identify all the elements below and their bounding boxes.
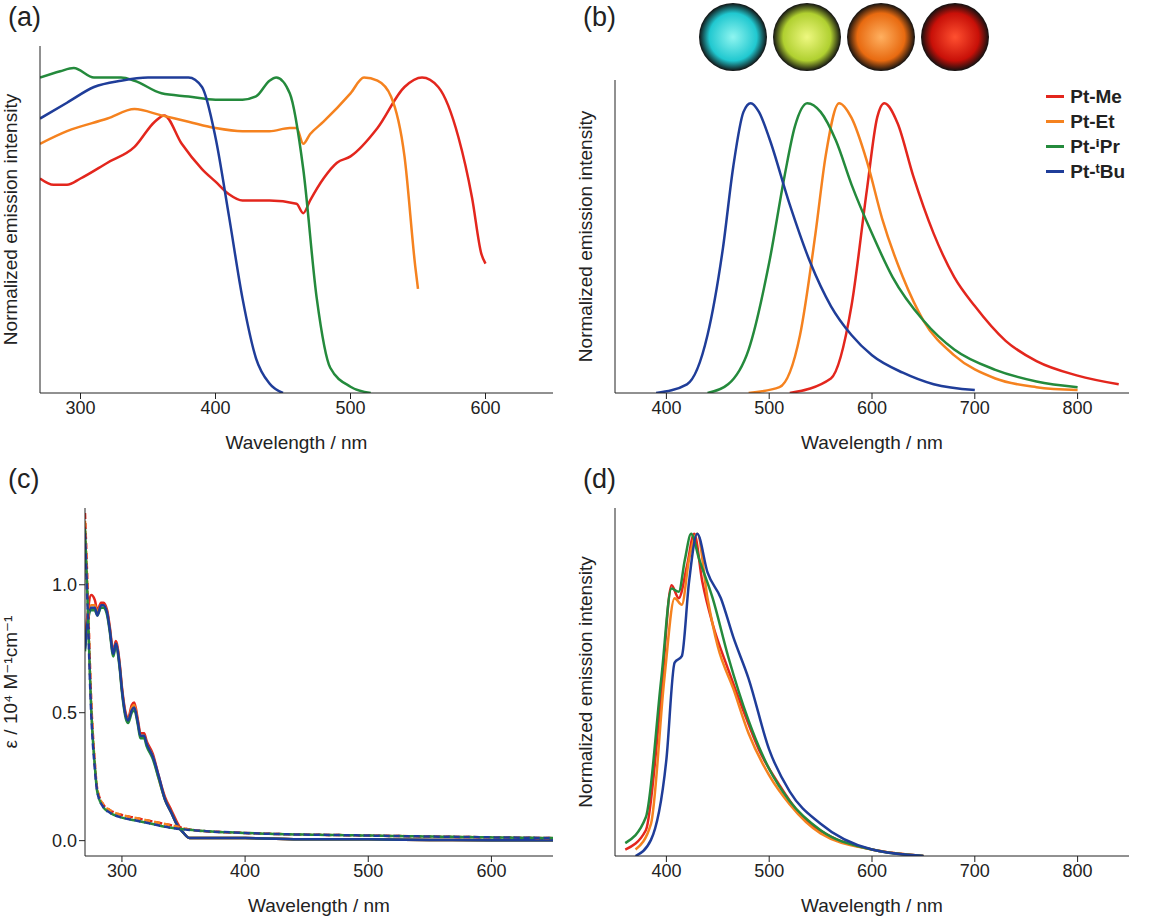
- svg-text:500: 500: [754, 398, 784, 418]
- svg-text:0.0: 0.0: [52, 831, 77, 851]
- svg-text:700: 700: [960, 398, 990, 418]
- svg-text:0.5: 0.5: [52, 703, 77, 723]
- svg-text:Normalized emission intensity: Normalized emission intensity: [0, 93, 21, 345]
- svg-text:Normalized emission intensity: Normalized emission intensity: [575, 110, 596, 362]
- html-text:(b): (b): [583, 2, 616, 32]
- svg-text:300: 300: [107, 861, 137, 881]
- html-text:(c): (c): [8, 464, 40, 494]
- svg-text:Wavelength / nm: Wavelength / nm: [801, 895, 943, 916]
- svg-text:Normalized emission intensity: Normalized emission intensity: [575, 556, 596, 808]
- svg-text:ε / 10⁴ M⁻¹cm⁻¹: ε / 10⁴ M⁻¹cm⁻¹: [0, 616, 21, 749]
- svg-text:500: 500: [754, 861, 784, 881]
- svg-text:400: 400: [230, 861, 260, 881]
- svg-text:Wavelength / nm: Wavelength / nm: [801, 432, 943, 453]
- html-text:(d): (d): [583, 464, 616, 494]
- svg-text:Wavelength / nm: Wavelength / nm: [248, 895, 390, 916]
- html-text:Pt-Et: Pt-Et: [1070, 110, 1115, 132]
- svg-text:400: 400: [651, 861, 681, 881]
- svg-text:800: 800: [1063, 861, 1093, 881]
- svg-text:400: 400: [200, 398, 230, 418]
- html-text:(a): (a): [8, 2, 41, 32]
- svg-text:500: 500: [353, 861, 383, 881]
- html-text:Pt-ᵗBu: Pt-ᵗBu: [1070, 160, 1125, 182]
- svg-text:400: 400: [651, 398, 681, 418]
- svg-text:700: 700: [960, 861, 990, 881]
- svg-text:300: 300: [65, 398, 95, 418]
- svg-text:600: 600: [857, 861, 887, 881]
- html-text:Pt-Me: Pt-Me: [1070, 85, 1122, 107]
- svg-text:600: 600: [476, 861, 506, 881]
- svg-text:600: 600: [470, 398, 500, 418]
- svg-text:Wavelength / nm: Wavelength / nm: [226, 432, 368, 453]
- svg-text:800: 800: [1063, 398, 1093, 418]
- html-text:Pt-ⁱPr: Pt-ⁱPr: [1070, 136, 1120, 157]
- svg-text:600: 600: [857, 398, 887, 418]
- svg-text:500: 500: [335, 398, 365, 418]
- svg-text:1.0: 1.0: [52, 575, 77, 595]
